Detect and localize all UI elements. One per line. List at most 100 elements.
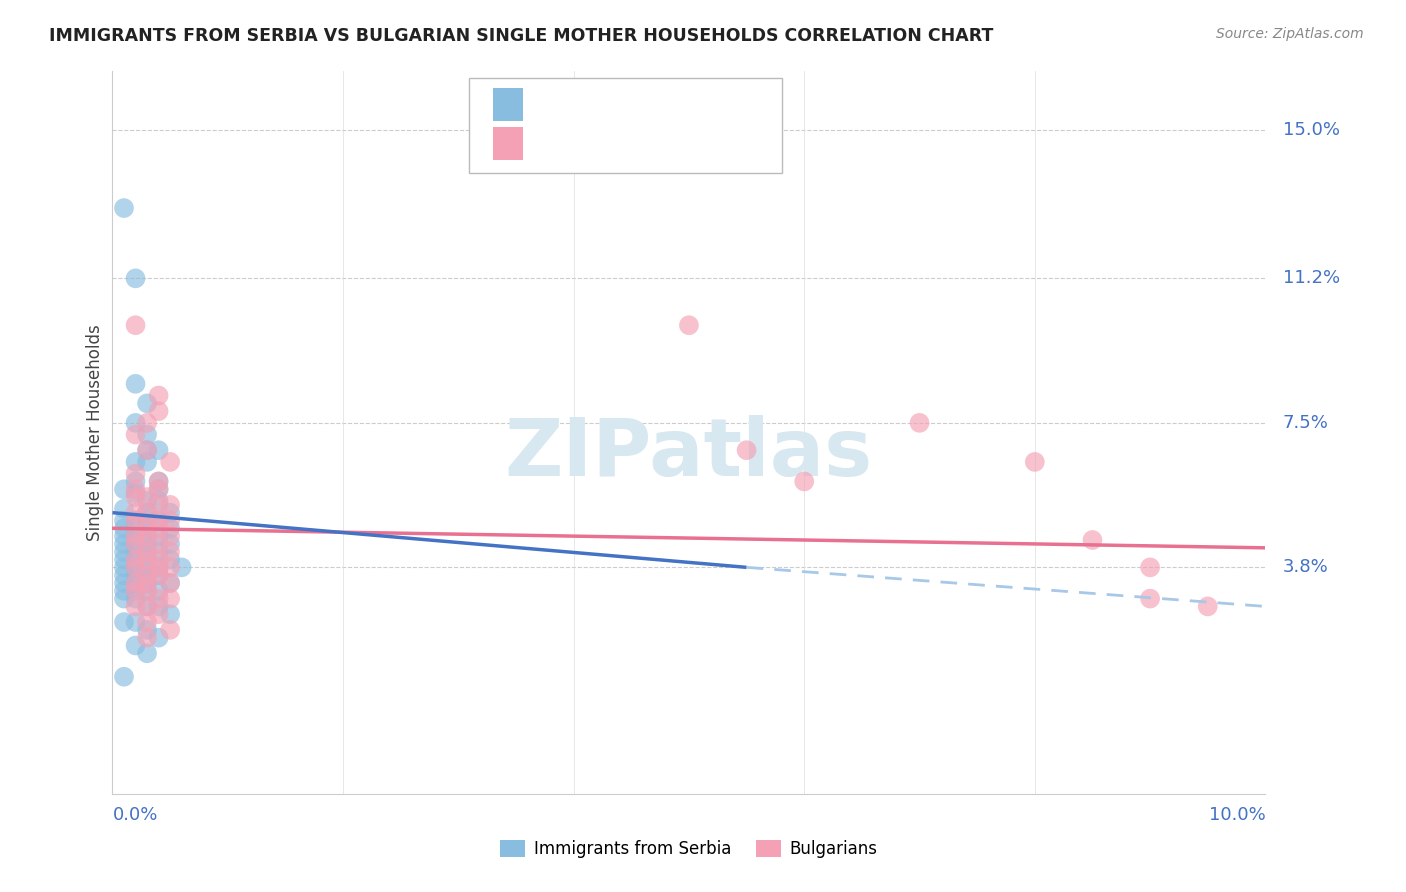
Point (124, 416, 146, 430)
Point (148, 560, 170, 574)
Point (124, 560, 146, 574)
Text: 0.0%: 0.0% (112, 805, 157, 823)
Point (159, 576, 181, 591)
Point (112, 568, 135, 582)
Point (735, 443, 758, 458)
Point (124, 537, 146, 551)
Point (136, 631, 159, 645)
Point (159, 576, 181, 591)
Point (148, 514, 170, 528)
Point (159, 545, 181, 559)
Point (124, 506, 146, 520)
Point (1081, 533, 1104, 547)
Point (136, 427, 159, 442)
Point (1139, 560, 1161, 574)
Text: -0.093: -0.093 (574, 95, 638, 114)
Point (112, 545, 135, 559)
Point (124, 576, 146, 591)
Point (148, 631, 170, 645)
Point (136, 545, 159, 559)
Text: Source: ZipAtlas.com: Source: ZipAtlas.com (1216, 27, 1364, 41)
Point (170, 560, 193, 574)
Point (136, 646, 159, 660)
Point (136, 490, 159, 504)
Text: 10.0%: 10.0% (1209, 805, 1265, 823)
Point (136, 545, 159, 559)
Point (148, 529, 170, 543)
Point (124, 455, 146, 469)
Point (124, 545, 146, 559)
Point (124, 318, 146, 333)
Point (124, 482, 146, 496)
Point (124, 376, 146, 391)
Text: 7.5%: 7.5% (1282, 414, 1329, 432)
Text: -0.038: -0.038 (574, 135, 638, 153)
Point (148, 521, 170, 535)
Point (136, 568, 159, 582)
Point (136, 521, 159, 535)
Text: N =: N = (636, 95, 688, 114)
Point (159, 521, 181, 535)
Point (148, 583, 170, 598)
Point (124, 552, 146, 566)
Point (148, 475, 170, 489)
Point (124, 599, 146, 614)
Point (159, 514, 181, 528)
Point (148, 404, 170, 418)
Point (136, 576, 159, 591)
Point (124, 537, 146, 551)
Point (908, 416, 931, 430)
Point (112, 670, 135, 684)
Point (124, 475, 146, 489)
Point (136, 552, 159, 566)
Point (136, 560, 159, 574)
Text: 15.0%: 15.0% (1282, 121, 1340, 139)
Text: R =: R = (534, 95, 574, 114)
Point (124, 583, 146, 598)
Point (124, 486, 146, 500)
Point (124, 521, 146, 535)
Point (112, 552, 135, 566)
Point (148, 482, 170, 496)
Point (124, 467, 146, 481)
Point (112, 501, 135, 516)
Point (159, 498, 181, 512)
Point (148, 545, 170, 559)
Point (124, 639, 146, 653)
Point (124, 552, 146, 566)
Point (148, 514, 170, 528)
Point (136, 568, 159, 582)
Point (124, 568, 146, 582)
Point (136, 443, 159, 458)
Text: 11.2%: 11.2% (1282, 269, 1340, 287)
Point (148, 607, 170, 622)
Point (148, 560, 170, 574)
Point (1024, 455, 1046, 469)
Point (124, 271, 146, 285)
Point (136, 521, 159, 535)
Point (136, 494, 159, 508)
Point (136, 552, 159, 566)
Point (159, 537, 181, 551)
Point (148, 494, 170, 508)
Point (112, 201, 135, 215)
Legend: Immigrants from Serbia, Bulgarians: Immigrants from Serbia, Bulgarians (494, 833, 884, 865)
Point (124, 490, 146, 504)
Point (136, 506, 159, 520)
Text: 3.8%: 3.8% (1282, 558, 1329, 576)
Point (148, 482, 170, 496)
Point (136, 583, 159, 598)
Point (159, 455, 181, 469)
Point (124, 615, 146, 629)
Text: ZIPatlas: ZIPatlas (505, 416, 873, 493)
Point (136, 599, 159, 614)
Point (124, 560, 146, 574)
Point (124, 529, 146, 543)
Point (159, 529, 181, 543)
Point (124, 583, 146, 598)
Point (136, 529, 159, 543)
Point (124, 529, 146, 543)
Point (136, 514, 159, 528)
Point (148, 552, 170, 566)
Point (112, 514, 135, 528)
